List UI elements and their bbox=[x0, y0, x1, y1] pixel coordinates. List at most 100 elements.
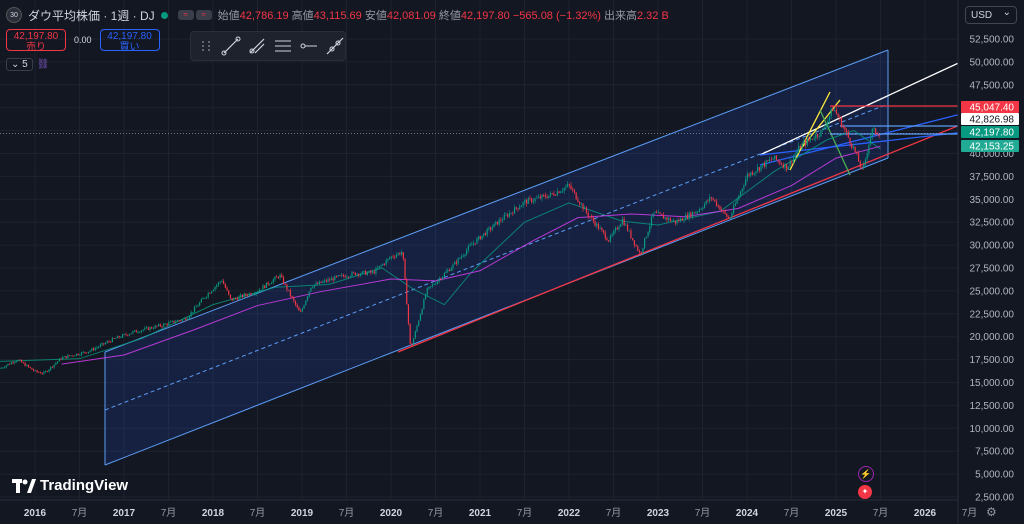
candle-body bbox=[491, 227, 493, 230]
candle-body bbox=[406, 279, 408, 305]
candle-body bbox=[811, 138, 813, 140]
lightning-icon[interactable]: ⚡ bbox=[858, 466, 874, 482]
candle-body bbox=[236, 298, 238, 300]
horizontal-ray-icon[interactable] bbox=[299, 35, 319, 57]
trendline-icon[interactable] bbox=[221, 35, 241, 57]
candle-body bbox=[62, 357, 64, 360]
candle-body bbox=[691, 212, 694, 217]
candle-body bbox=[79, 354, 81, 356]
candle-body bbox=[306, 296, 309, 301]
price-tag bbox=[961, 101, 1019, 113]
candle-body bbox=[844, 127, 846, 130]
candle-body bbox=[501, 219, 504, 221]
candle-body bbox=[149, 327, 151, 330]
candle-body bbox=[750, 172, 752, 176]
candle-body bbox=[789, 160, 791, 167]
candle-body bbox=[662, 214, 665, 219]
alert-pill[interactable]: ≈ ≈ bbox=[177, 10, 212, 20]
candle-body bbox=[313, 285, 315, 288]
parallel-channel-icon[interactable] bbox=[273, 35, 293, 57]
candle-body bbox=[166, 323, 168, 325]
candle-body bbox=[587, 212, 589, 217]
time-axis-panel bbox=[0, 500, 958, 524]
y-tick-label: 27,500.00 bbox=[970, 264, 1015, 275]
symbol-badge[interactable]: 30 bbox=[6, 7, 22, 23]
candle-body bbox=[729, 217, 731, 219]
candle-body bbox=[101, 343, 103, 345]
candle-body bbox=[284, 283, 286, 285]
candle-body bbox=[830, 108, 832, 117]
ray-icon[interactable] bbox=[247, 35, 267, 57]
tradingview-logo-icon bbox=[12, 478, 36, 493]
green-trendline bbox=[819, 109, 851, 176]
tradingview-logo: TradingView bbox=[12, 477, 128, 494]
x-tick-label: 2023 bbox=[647, 508, 670, 519]
candle-body bbox=[496, 221, 499, 225]
candle-body bbox=[478, 236, 480, 239]
indicator-toggle[interactable]: ⌄ 5 ⛓ bbox=[6, 58, 49, 71]
candle-body bbox=[383, 263, 386, 265]
candle-body bbox=[705, 200, 707, 205]
sell-button[interactable]: 42,197.80 売り bbox=[6, 29, 66, 53]
candle-body bbox=[563, 187, 565, 191]
candle-body bbox=[24, 362, 26, 367]
candle-body bbox=[267, 282, 269, 285]
candle-body bbox=[48, 369, 50, 372]
candle-body bbox=[207, 292, 209, 297]
candle-body bbox=[590, 216, 593, 218]
channel-upper-line bbox=[104, 49, 889, 353]
us-flag-icon[interactable]: ✦ bbox=[858, 485, 872, 499]
candle-body bbox=[103, 343, 105, 345]
candle-body bbox=[755, 171, 757, 173]
link-icon[interactable]: ⛓ bbox=[36, 59, 50, 70]
x-tick-label: 2018 bbox=[202, 508, 225, 519]
candle-body bbox=[224, 283, 226, 288]
candle-body bbox=[106, 341, 108, 343]
x-tick-label: 2016 bbox=[24, 508, 47, 519]
candle-body bbox=[180, 320, 182, 322]
candle-body bbox=[864, 159, 867, 165]
candle-body bbox=[454, 261, 456, 265]
candle-body bbox=[356, 273, 358, 276]
candle-body bbox=[67, 355, 69, 358]
candle-body bbox=[65, 356, 67, 358]
candle-body bbox=[84, 351, 86, 353]
candle-body bbox=[878, 134, 880, 136]
candle-body bbox=[45, 371, 47, 373]
candle-body bbox=[649, 225, 651, 232]
candle-body bbox=[36, 370, 38, 372]
candle-body bbox=[717, 205, 719, 207]
candle-body bbox=[774, 155, 776, 159]
extended-line-icon[interactable] bbox=[325, 35, 345, 57]
candle-body bbox=[568, 184, 570, 186]
candle-body bbox=[532, 200, 534, 203]
candle-body bbox=[515, 207, 517, 209]
currency-select[interactable]: USD bbox=[965, 4, 1017, 24]
candle-body bbox=[53, 364, 55, 368]
drag-handle-icon[interactable] bbox=[197, 35, 215, 57]
gear-icon[interactable]: ⚙ bbox=[986, 505, 997, 519]
candle-body bbox=[652, 213, 654, 217]
candle-body bbox=[702, 207, 704, 209]
buy-button[interactable]: 42,197.80 買い bbox=[99, 29, 160, 53]
blue-trendline-1 bbox=[759, 112, 966, 166]
candle-body bbox=[291, 296, 293, 298]
candle-body bbox=[543, 194, 545, 196]
candle-body bbox=[633, 240, 635, 246]
candle-body bbox=[842, 126, 844, 128]
candle-body bbox=[56, 361, 59, 363]
candle-body bbox=[873, 128, 875, 130]
candle-body bbox=[549, 192, 552, 196]
x-tick-label: 7月 bbox=[428, 507, 444, 519]
candle-body bbox=[60, 358, 62, 360]
symbol-title[interactable]: ダウ平均株価 · 1週 · DJ bbox=[28, 8, 155, 23]
candle-body bbox=[157, 324, 160, 327]
candle-body bbox=[455, 261, 457, 264]
candle-body bbox=[484, 233, 487, 236]
candle-body bbox=[452, 264, 454, 269]
candle-body bbox=[565, 186, 567, 188]
candle-body bbox=[17, 359, 19, 361]
candle-body bbox=[498, 219, 500, 225]
y-tick-label: 47,500.00 bbox=[970, 80, 1015, 91]
